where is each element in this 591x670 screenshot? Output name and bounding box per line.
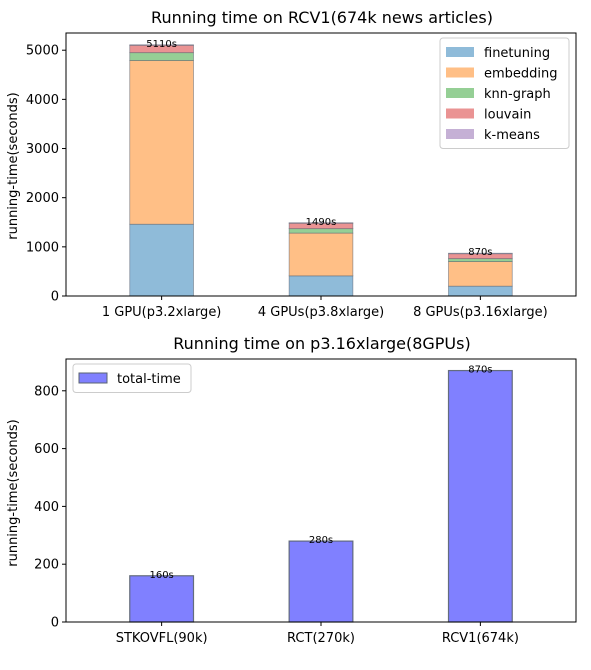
bar-finetuning (129, 223, 194, 297)
data-label: 870s (468, 247, 492, 258)
plot-area: 5110s 1490s 870s (129, 39, 513, 297)
y-tick-label: 4000 (26, 93, 59, 108)
legend-box (72, 363, 192, 393)
y-tick-label: 200 (34, 558, 59, 573)
x-tick-label: 1 GPU(p3.2xlarge) (102, 305, 222, 320)
data-label: 5110s (146, 39, 177, 50)
legend: total-time (72, 363, 192, 393)
bar-finetuning (448, 285, 513, 297)
y-axis-label: running-time(seconds) (6, 92, 21, 240)
bar-total-time (129, 575, 195, 623)
chart-title: Running time on p3.16xlarge(8GPUs) (173, 334, 470, 353)
legend-swatch (446, 88, 474, 98)
x-tick-label: 4 GPUs(p3.8xlarge) (258, 305, 384, 320)
legend-label: louvain (484, 108, 531, 123)
y-tick-label: 2000 (26, 191, 59, 206)
bar-finetuning (288, 275, 354, 297)
legend-label: finetuning (484, 46, 550, 61)
axes: 0 200 400 600 800 STKOVFL(90k) RCT(270k) RCV1(6… (34, 358, 577, 646)
bar-total-time (447, 369, 513, 623)
legend-swatch (446, 47, 474, 57)
legend: finetuning embedding knn-graph louvain k-mea… (439, 37, 570, 149)
bar-total-time (288, 540, 354, 623)
y-tick-label: 600 (34, 442, 59, 457)
data-label: 280s (309, 535, 333, 546)
chart-title: Running time on RCV1(674k news articles) (151, 8, 493, 27)
legend-swatch (446, 129, 474, 139)
bar-embedding (288, 232, 354, 277)
y-tick-label: 0 (51, 290, 59, 305)
data-label: 1490s (306, 217, 337, 228)
legend-label: k-means (484, 128, 540, 143)
bar-knn-graph (129, 52, 194, 61)
legend-box (439, 37, 570, 149)
bar-embedding (448, 261, 513, 287)
stacked-bar-chart: Running time on RCV1(674k news articles)… (6, 8, 577, 320)
bar-knn-graph (448, 258, 513, 262)
x-tick-label: 8 GPUs(p3.16xlarge) (413, 305, 548, 320)
plot-area: 160s 280s 870s (129, 365, 513, 623)
y-tick-label: 800 (34, 384, 59, 399)
axes: 0 1000 2000 3000 4000 5000 1 GPU(p3.2xlarge) 4 … (26, 32, 577, 320)
y-tick-label: 400 (34, 500, 59, 515)
y-tick-label: 5000 (26, 44, 59, 59)
data-label: 160s (149, 570, 173, 581)
legend-swatch (446, 67, 474, 78)
legend-label: total-time (117, 372, 181, 387)
bar-chart: Running time on p3.16xlarge(8GPUs) runni… (6, 334, 577, 646)
bar-knn-graph (288, 228, 354, 234)
x-tick-label: RCV1(674k) (442, 631, 519, 646)
legend-label: embedding (484, 67, 558, 82)
y-tick-label: 3000 (26, 142, 59, 157)
x-tick-label: STKOVFL(90k) (116, 631, 208, 646)
data-label: 870s (468, 365, 492, 376)
legend-swatch (78, 372, 108, 384)
y-axis-label: running-time(seconds) (6, 419, 21, 567)
legend-swatch (446, 108, 474, 119)
bar-embedding (129, 60, 194, 225)
x-tick-label: RCT(270k) (287, 631, 355, 646)
y-tick-label: 1000 (26, 240, 59, 255)
legend-label: knn-graph (484, 87, 551, 102)
y-tick-label: 0 (51, 616, 59, 631)
